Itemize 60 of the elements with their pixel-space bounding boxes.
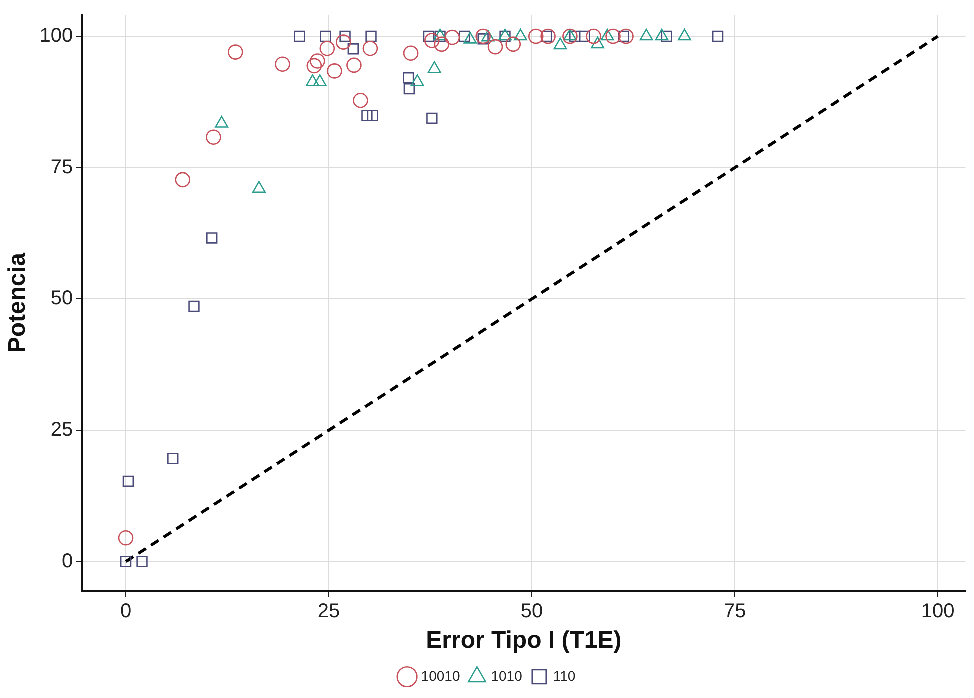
point — [606, 28, 621, 44]
point — [586, 28, 602, 44]
point — [618, 28, 634, 44]
point — [310, 54, 326, 69]
point — [353, 92, 368, 108]
point — [136, 556, 148, 568]
point — [661, 30, 672, 42]
x-tick-label: 100 — [921, 600, 955, 623]
legend-label: 1010 — [491, 668, 523, 684]
point — [424, 33, 440, 48]
point — [488, 39, 504, 55]
point — [362, 40, 378, 56]
point — [122, 476, 134, 488]
point — [403, 72, 414, 84]
point — [506, 36, 522, 52]
y-tick-label: 100 — [40, 25, 74, 48]
point — [206, 130, 222, 146]
point — [306, 58, 322, 74]
y-axis-title: Potencia — [4, 252, 32, 354]
point — [540, 28, 556, 44]
legend-label: 10010 — [421, 668, 460, 684]
point — [336, 34, 352, 50]
y-tick-label: 0 — [62, 550, 74, 572]
point — [327, 64, 342, 79]
y-tick-label: 25 — [50, 418, 74, 441]
point — [120, 556, 132, 568]
y-tick-label: 50 — [50, 288, 74, 310]
point — [168, 453, 179, 464]
point — [444, 30, 460, 46]
point — [228, 44, 244, 60]
point — [562, 28, 578, 44]
point — [367, 110, 378, 122]
point — [348, 44, 359, 55]
point — [459, 30, 470, 42]
x-tick-label: 25 — [318, 600, 340, 623]
point — [579, 30, 590, 42]
point — [528, 28, 544, 44]
x-axis-title: Error Tipo I (T1E) — [426, 627, 622, 654]
point — [118, 530, 134, 546]
point — [434, 36, 450, 52]
point — [362, 110, 373, 122]
y-tick-label: 75 — [50, 156, 74, 178]
point — [712, 30, 724, 42]
x-tick-label: 50 — [520, 600, 544, 623]
point — [188, 300, 200, 312]
legend-label: 110 — [553, 668, 576, 684]
point — [366, 30, 377, 42]
point — [426, 112, 438, 124]
point — [294, 30, 306, 42]
point — [403, 46, 419, 61]
point — [275, 56, 290, 72]
point — [404, 83, 416, 95]
point — [476, 28, 491, 44]
point — [346, 58, 362, 74]
point — [206, 232, 218, 244]
point — [320, 40, 336, 56]
point — [320, 30, 332, 42]
point — [175, 172, 191, 188]
x-tick-label: 75 — [724, 600, 746, 623]
x-tick-label: 0 — [120, 600, 132, 623]
